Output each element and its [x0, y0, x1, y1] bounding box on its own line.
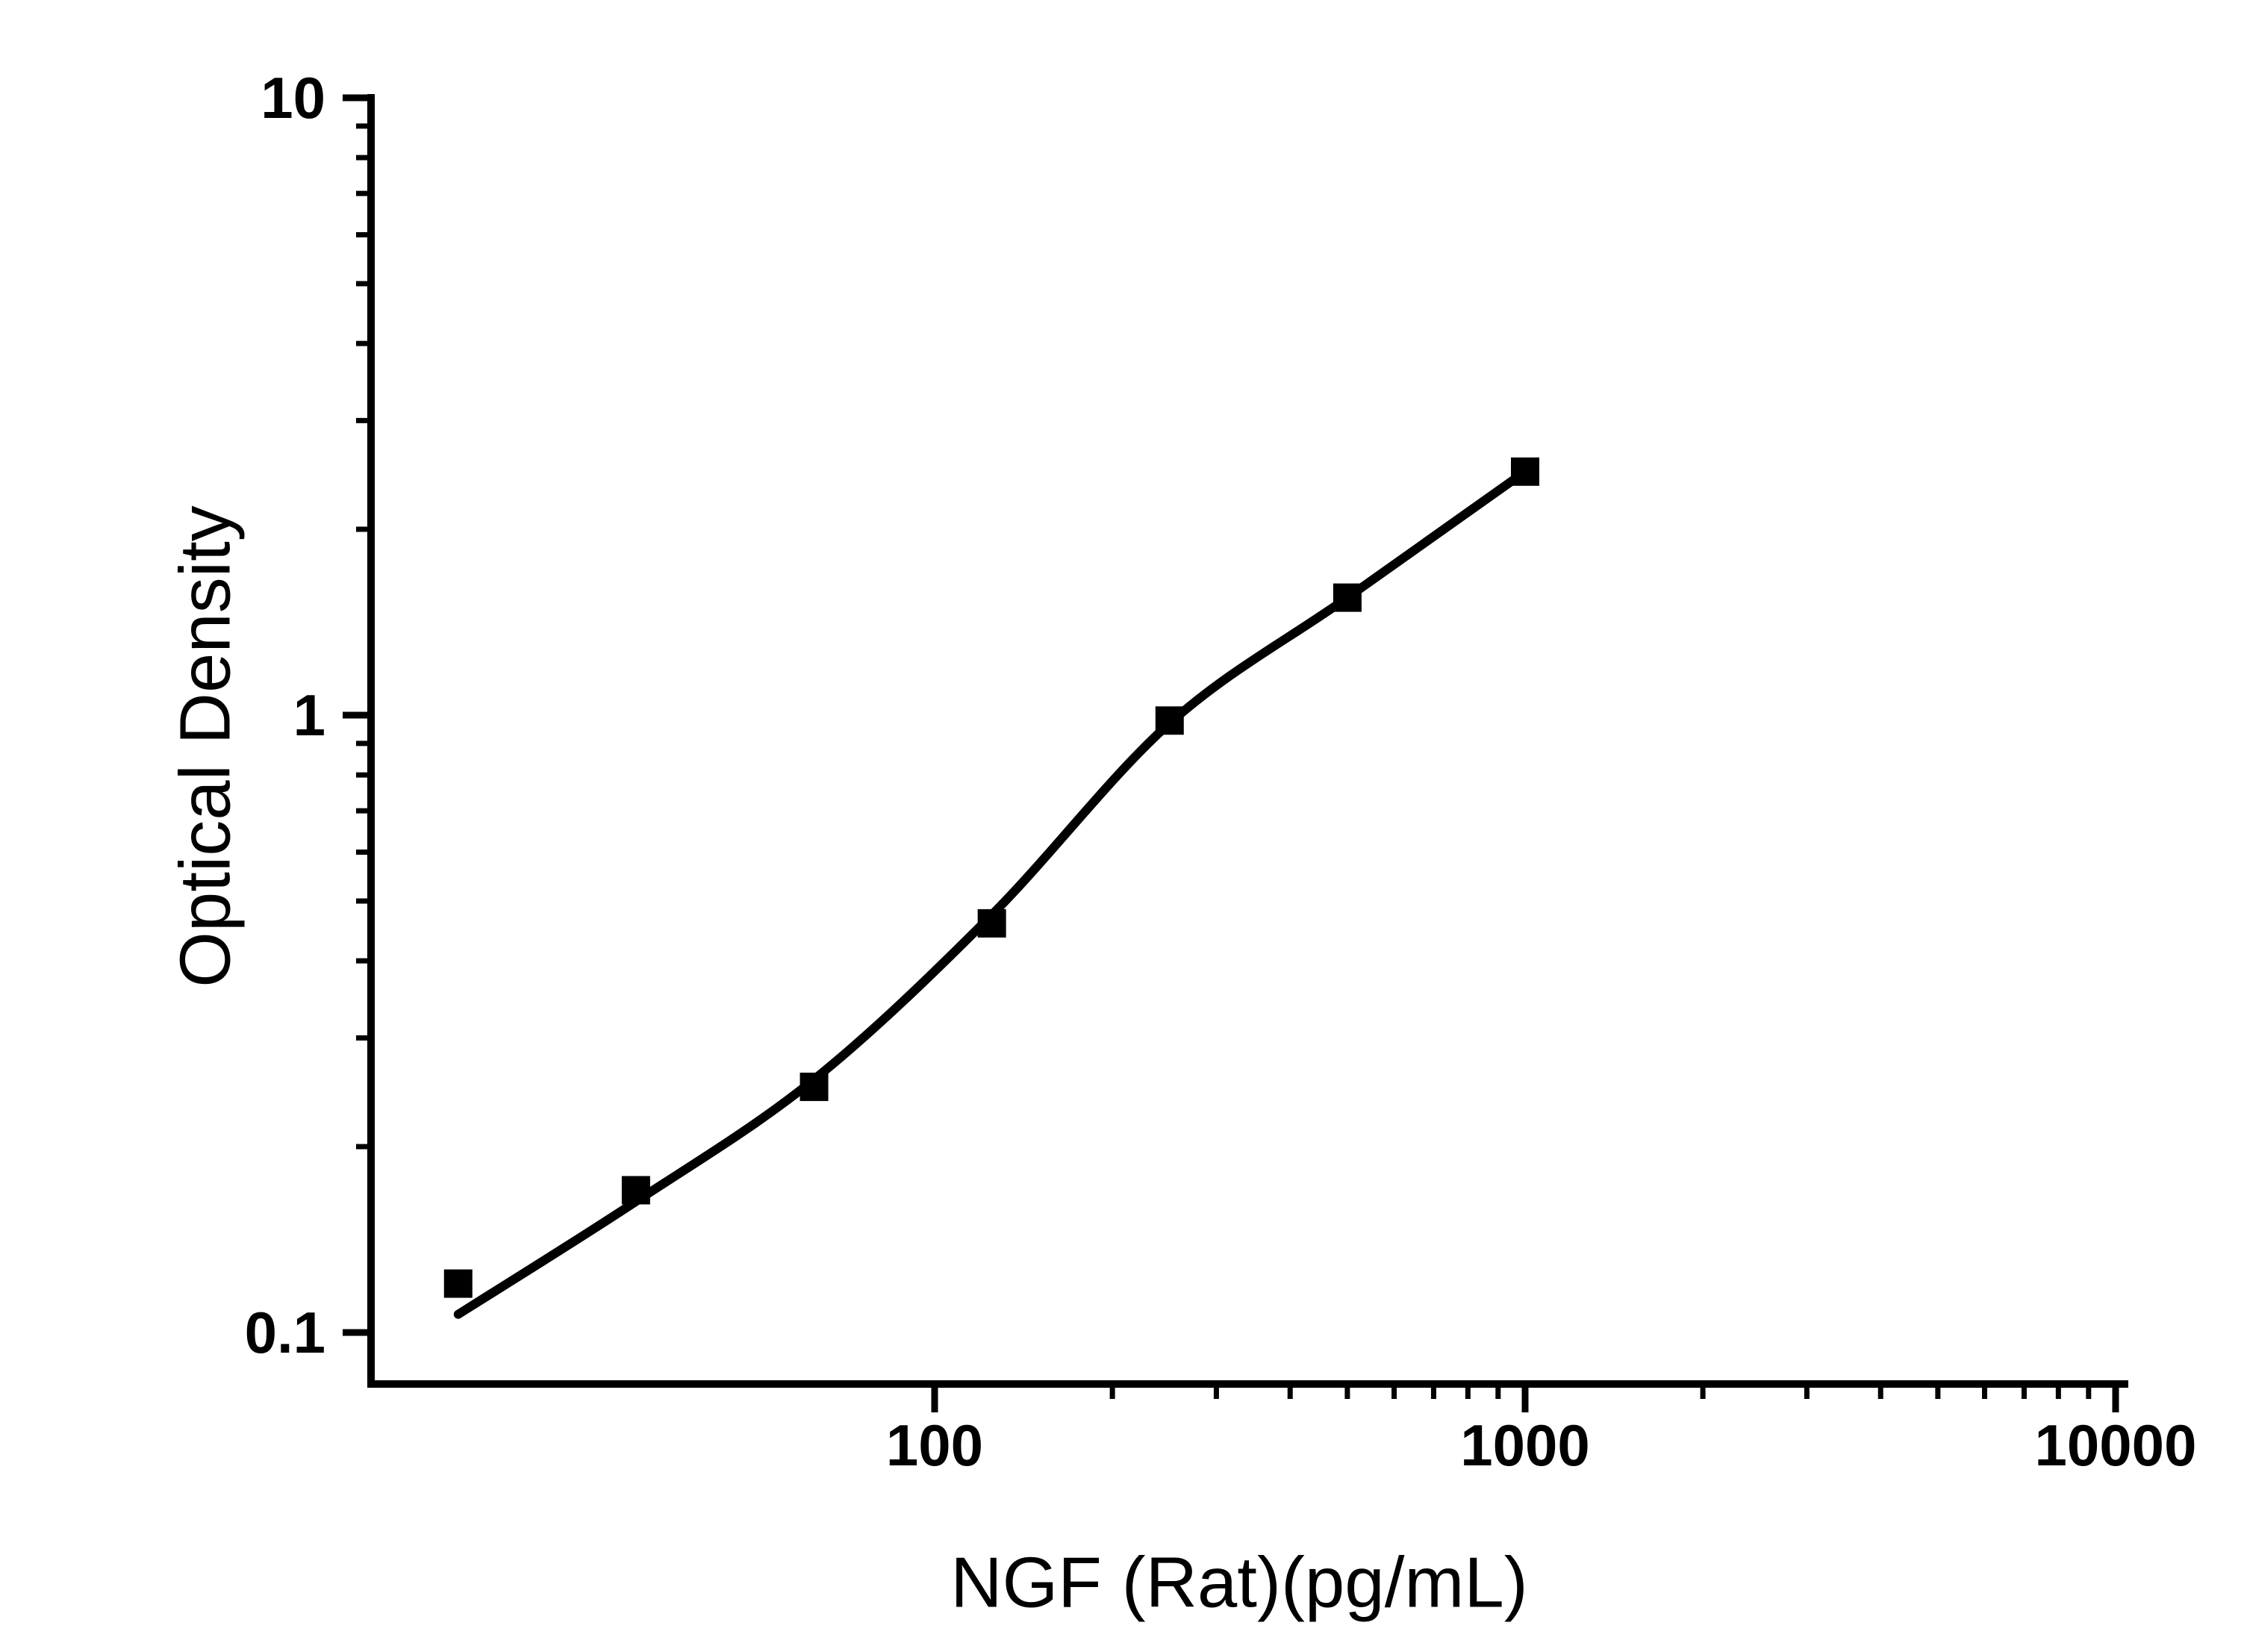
x-axis-ticks	[931, 1384, 2119, 1412]
y-axis: 10 1 0.1	[245, 65, 375, 1388]
data-point-5	[1155, 706, 1184, 735]
y-axis-title: Optical Density	[166, 505, 246, 988]
y-axis-ticks	[343, 94, 371, 1336]
data-points	[443, 457, 1539, 1298]
data-point-6	[1333, 583, 1362, 612]
x-axis-title: NGF (Rat)(pg/mL)	[950, 1543, 1527, 1623]
y-tick-label-1: 1	[293, 682, 325, 748]
y-axis-tick-labels: 10 1 0.1	[245, 65, 325, 1365]
x-tick-label-1000: 1000	[1460, 1412, 1590, 1478]
x-tick-label-100: 100	[886, 1412, 983, 1478]
data-point-4	[977, 908, 1006, 938]
data-point-7	[1511, 457, 1539, 486]
x-axis-tick-labels: 100 1000 10000	[886, 1412, 2197, 1478]
data-point-3	[800, 1072, 829, 1101]
y-tick-label-0.1: 0.1	[245, 1300, 325, 1365]
x-tick-label-10000: 10000	[2035, 1412, 2197, 1478]
y-tick-label-10: 10	[261, 65, 325, 131]
data-point-1	[443, 1269, 473, 1298]
data-point-2	[621, 1176, 650, 1205]
x-axis: 100 1000 10000	[367, 1380, 2197, 1478]
plot-area	[443, 457, 1539, 1319]
